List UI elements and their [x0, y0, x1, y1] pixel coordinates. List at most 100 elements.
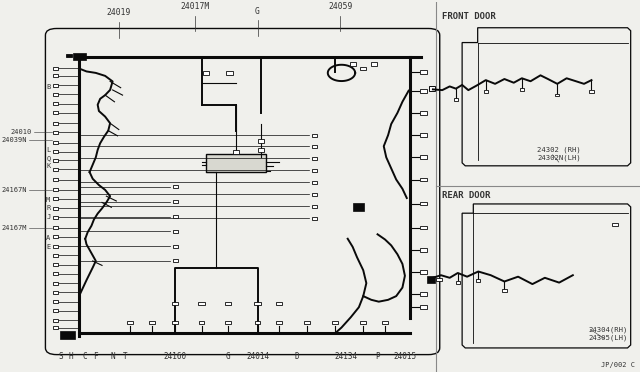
Bar [53, 141, 58, 144]
Bar [312, 169, 317, 172]
Bar [60, 331, 76, 339]
Text: F: F [93, 352, 98, 361]
Bar [53, 291, 58, 294]
Bar [420, 155, 427, 159]
Bar [53, 207, 58, 210]
Bar [312, 217, 317, 220]
Bar [173, 215, 178, 218]
Text: 24014: 24014 [246, 352, 269, 361]
Bar [312, 157, 317, 160]
Text: S: S [58, 352, 63, 361]
Text: C: C [83, 352, 87, 361]
Bar [555, 94, 559, 96]
Bar [257, 148, 264, 152]
Bar [257, 139, 264, 142]
Bar [456, 281, 460, 283]
Bar [53, 216, 58, 219]
Text: T: T [123, 352, 127, 361]
Text: REAR DOOR: REAR DOOR [442, 191, 491, 200]
Text: G: G [226, 352, 230, 361]
Bar [484, 90, 488, 93]
Bar [53, 178, 58, 181]
Bar [420, 270, 427, 274]
Text: K: K [46, 163, 51, 169]
Bar [53, 168, 58, 171]
Bar [312, 181, 317, 184]
Bar [371, 62, 377, 66]
Text: E: E [46, 244, 51, 250]
Text: H: H [68, 352, 73, 361]
Bar [67, 54, 72, 57]
Text: FRONT DOOR: FRONT DOOR [442, 12, 496, 21]
Bar [173, 200, 178, 203]
Text: 24160: 24160 [163, 352, 186, 361]
Bar [53, 254, 58, 257]
Bar [53, 272, 58, 275]
Bar [476, 279, 481, 282]
Text: 24302 (RH)
24302N(LH): 24302 (RH) 24302N(LH) [537, 146, 580, 161]
Bar [360, 67, 366, 70]
Bar [312, 145, 317, 148]
Bar [173, 230, 178, 233]
Text: 24039N: 24039N [2, 137, 28, 142]
Bar [227, 71, 232, 75]
Text: 24304(RH)
24305(LH): 24304(RH) 24305(LH) [588, 326, 628, 341]
Bar [53, 326, 58, 329]
Bar [53, 84, 58, 87]
Bar [53, 319, 58, 322]
Text: 24010: 24010 [10, 129, 32, 135]
Bar [172, 302, 178, 305]
Bar [360, 321, 366, 324]
Text: D: D [294, 352, 299, 361]
Bar [53, 102, 58, 105]
Bar [420, 292, 427, 296]
Bar [149, 321, 155, 324]
Text: 24017M: 24017M [180, 2, 210, 11]
Bar [53, 263, 58, 266]
Bar [53, 111, 58, 114]
Bar [612, 222, 618, 226]
Bar [53, 74, 58, 77]
Bar [225, 321, 231, 324]
Bar [349, 62, 356, 66]
Bar [53, 122, 58, 125]
Text: L: L [46, 147, 51, 153]
Bar [53, 300, 58, 303]
Bar [420, 305, 427, 309]
Bar [353, 203, 364, 211]
Bar [436, 278, 442, 281]
Text: P: P [375, 352, 380, 361]
Bar [454, 99, 458, 101]
Bar [53, 67, 58, 70]
Text: J: J [46, 214, 51, 220]
Text: 24134: 24134 [335, 352, 358, 361]
Bar [173, 185, 178, 188]
Text: 24015: 24015 [394, 352, 417, 361]
Text: R: R [46, 205, 51, 211]
Text: M: M [46, 197, 51, 203]
Bar [502, 289, 507, 292]
Bar [428, 276, 435, 283]
Bar [305, 321, 310, 324]
Bar [332, 321, 338, 324]
Bar [173, 245, 178, 248]
Bar [53, 245, 58, 248]
Bar [53, 131, 58, 134]
Bar [420, 202, 427, 205]
Text: 24167N: 24167N [2, 187, 28, 193]
Bar [255, 321, 260, 324]
Bar [420, 248, 427, 252]
Bar [420, 178, 427, 182]
Bar [420, 70, 427, 74]
Text: JP/002 C: JP/002 C [601, 362, 635, 368]
Bar [53, 282, 58, 285]
Bar [429, 86, 435, 91]
Text: N: N [110, 352, 115, 361]
Bar [225, 302, 232, 305]
Bar [53, 197, 58, 200]
Bar [420, 111, 427, 115]
Bar [53, 159, 58, 162]
Text: Q: Q [46, 155, 51, 161]
Bar [589, 90, 594, 93]
Bar [173, 260, 178, 262]
